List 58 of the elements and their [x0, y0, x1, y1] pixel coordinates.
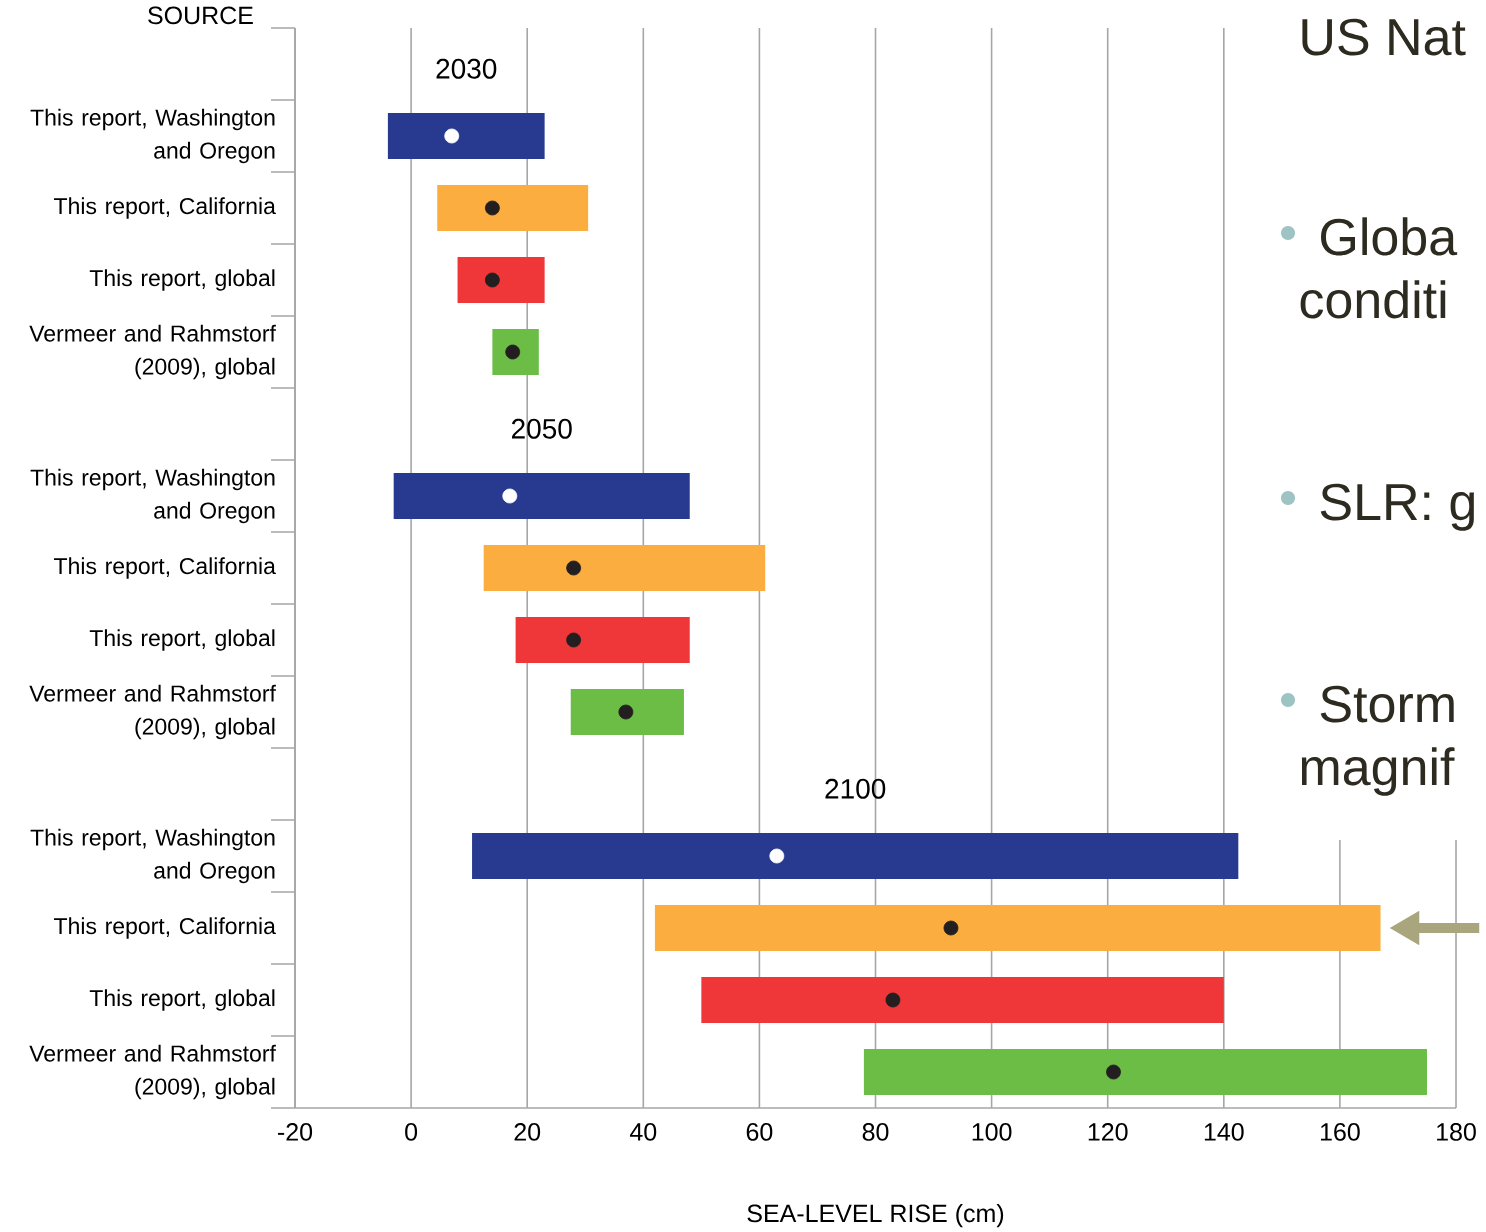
point: [505, 344, 521, 360]
point: [885, 992, 901, 1008]
bar: [387, 112, 545, 160]
point: [444, 128, 460, 144]
point: [484, 200, 500, 216]
y-tick-label: This report, global: [89, 989, 275, 1011]
y-tick-label: This report, Washington and Oregon: [30, 468, 275, 524]
annotation: US Nat: [1302, 18, 1466, 56]
bar: [437, 184, 589, 232]
x-tick-label: 100: [972, 1123, 1012, 1141]
x-tick-label: 180: [1437, 1123, 1476, 1141]
annotation: conditi: [1300, 280, 1446, 319]
annotation: Storm: [1320, 685, 1454, 723]
annotation: SLR: g: [1320, 483, 1474, 531]
x-tick-label: 60: [746, 1123, 773, 1141]
annotation: 2050: [511, 418, 572, 439]
x-axis-title: SEA-LEVEL RISE (cm): [747, 1203, 1004, 1228]
y-tick-label: This report, Washington and Oregon: [30, 828, 275, 884]
point: [1106, 1064, 1121, 1080]
point: [618, 704, 634, 720]
y-axis-title: SOURCE: [148, 6, 253, 25]
point: [484, 272, 500, 288]
bar: [863, 1048, 1427, 1096]
point: [566, 632, 582, 648]
annotation: magnif: [1301, 747, 1455, 796]
point: [943, 920, 959, 936]
bar: [701, 976, 1224, 1024]
x-tick-label: 40: [629, 1123, 657, 1141]
y-tick-label: This report, California: [54, 197, 276, 219]
point: [566, 560, 582, 576]
bar: [393, 472, 690, 520]
y-tick-label: Vermeer and Rahmstorf (2009), global: [29, 1044, 276, 1100]
y-tick-label: Vermeer and Rahmstorf (2009), global: [29, 324, 276, 380]
annotation: 2100: [825, 778, 886, 799]
bar: [570, 688, 684, 736]
bar: [515, 616, 690, 664]
y-tick-label: This report, global: [89, 269, 275, 291]
x-tick-label: 120: [1088, 1123, 1128, 1141]
bar: [483, 544, 766, 592]
x-tick-label: -20: [278, 1123, 313, 1141]
y-tick-label: This report, California: [54, 917, 276, 939]
x-tick-label: 0: [405, 1123, 418, 1141]
point: [769, 848, 785, 864]
x-tick-label: 80: [862, 1123, 889, 1141]
x-tick-label: 140: [1204, 1123, 1244, 1141]
bar: [492, 328, 539, 376]
y-tick-label: This report, Washington and Oregon: [30, 108, 275, 164]
x-tick-label: 160: [1320, 1123, 1360, 1141]
bar: [457, 256, 545, 304]
bar: [654, 904, 1381, 952]
y-tick-label: This report, global: [89, 629, 275, 651]
y-tick-label: Vermeer and Rahmstorf (2009), global: [29, 684, 276, 740]
x-tick-label: 20: [514, 1123, 541, 1141]
y-tick-label: This report, California: [54, 557, 276, 579]
bar: [472, 832, 1239, 880]
annotation: 2030: [436, 58, 497, 79]
annotation: Globa: [1321, 217, 1458, 256]
point: [502, 488, 518, 504]
